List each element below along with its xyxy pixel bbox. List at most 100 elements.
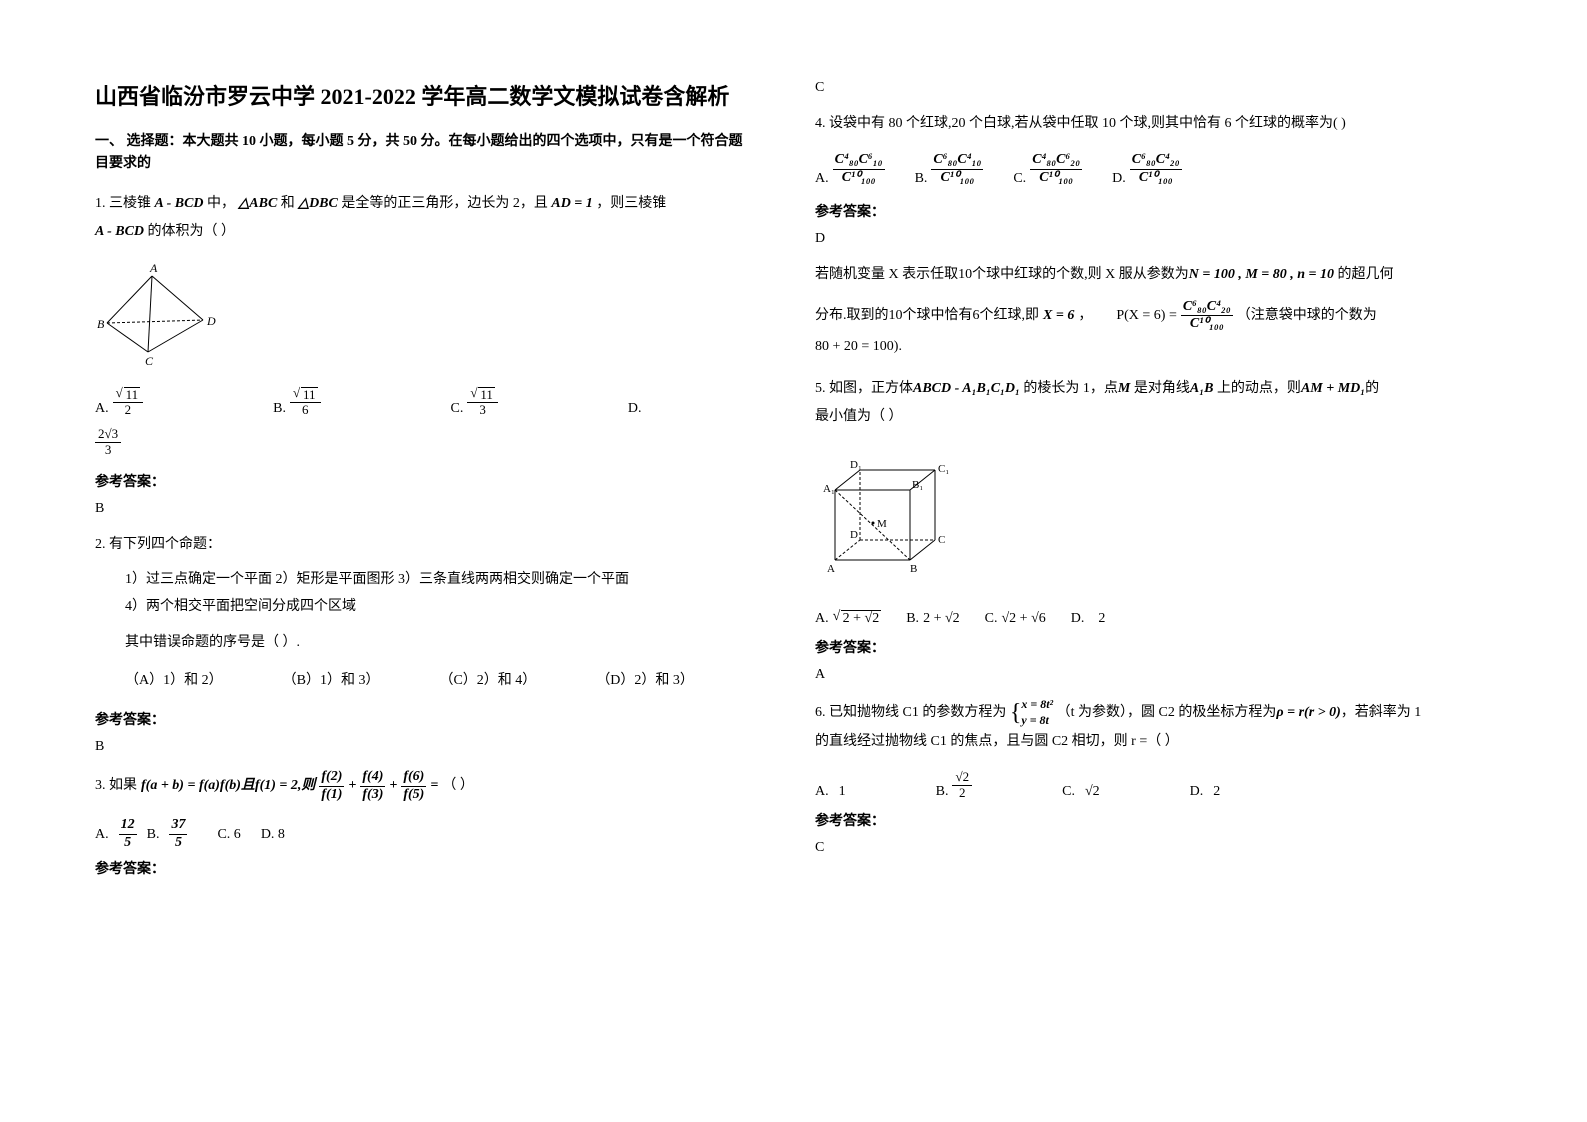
cube-m: M bbox=[877, 518, 887, 530]
q1-opt-a-den: 2 bbox=[122, 403, 135, 417]
q1-answer-label: 参考答案： bbox=[95, 471, 755, 491]
q4-opt-c-bot: C¹⁰₁₀₀ bbox=[1037, 170, 1075, 187]
q4-opt-d-label: D. bbox=[1112, 171, 1126, 187]
page-title: 山西省临汾市罗云中学 2021-2022 学年高二数学文模拟试卷含解析 bbox=[95, 80, 755, 113]
q3-options: A. 125 B. 375 C. 6 D. 8 bbox=[95, 817, 755, 852]
cube-b: B bbox=[910, 563, 917, 575]
q6-opt-c-label: C. bbox=[1062, 784, 1075, 800]
q3-expr-main: f(a + b) = f(a)f(b)且f(1) = 2,则 bbox=[141, 772, 315, 800]
tetrahedron-svg: A B C D bbox=[95, 260, 225, 370]
q4-opt-b-bot: C¹⁰₁₀₀ bbox=[938, 170, 976, 187]
q3-label: 3. 如果 bbox=[95, 772, 137, 800]
q1-text4: 是全等的正三角形，边长为 2，且 bbox=[341, 196, 548, 211]
q6-answer-label: 参考答案： bbox=[815, 810, 1475, 830]
q4-opt-d: D. C⁶₈₀C⁴₂₀C¹⁰₁₀₀ bbox=[1112, 152, 1182, 187]
q4-exp-p3: （注意袋中球的个数为 bbox=[1237, 302, 1377, 330]
q2-prompt: 其中错误命题的序号是（ ）. bbox=[125, 630, 755, 657]
q3-opt-d: D. 8 bbox=[261, 827, 285, 843]
q1-opt-b: B. 11 6 bbox=[273, 387, 320, 418]
q4-opt-a-bot: C¹⁰₁₀₀ bbox=[840, 170, 878, 187]
q6-opt-d-label: D. bbox=[1190, 784, 1204, 800]
q6-opt-b-num: √2 bbox=[952, 770, 972, 785]
q3-opt-b-num: 37 bbox=[169, 817, 187, 835]
q4-opt-c-top: C⁴₈₀C⁶₂₀ bbox=[1030, 152, 1082, 170]
q1-opt-d-den: 3 bbox=[102, 443, 115, 457]
q4-opt-d-bot: C¹⁰₁₀₀ bbox=[1137, 170, 1175, 187]
q4-opt-a-label: A. bbox=[815, 171, 829, 187]
q5-p3: 是对角线 bbox=[1130, 381, 1190, 396]
section-heading: 一、 选择题：本大题共 10 小题，每小题 5 分，共 50 分。在每小题给出的… bbox=[95, 131, 755, 176]
left-column: 山西省临汾市罗云中学 2021-2022 学年高二数学文模拟试卷含解析 一、 选… bbox=[95, 80, 755, 888]
q1-text1: 1. 三棱锥 bbox=[95, 196, 151, 211]
q6-eq1: x = 8t² bbox=[1021, 697, 1053, 713]
q1-opt-c-label: C. bbox=[451, 401, 464, 417]
q6-opt-a-label: A. bbox=[815, 784, 829, 800]
q6-opt-b-label: B. bbox=[936, 784, 949, 800]
q1-opt-d-num: 2√3 bbox=[95, 427, 121, 442]
q4-exp-p1c: 的超几何 bbox=[1334, 267, 1394, 282]
q4-exp-formula-den: C¹⁰₁₀₀ bbox=[1188, 316, 1226, 333]
q2-opt-b: （B）1）和 3） bbox=[283, 667, 380, 695]
q6-eq2: y = 8t bbox=[1021, 713, 1053, 729]
q2-answer-label: 参考答案： bbox=[95, 709, 755, 729]
q1-opt-a-label: A. bbox=[95, 401, 109, 417]
q6-opt-c-val: √2 bbox=[1085, 784, 1100, 800]
q3-f6: f(6) bbox=[401, 769, 426, 787]
q3-opt-a-num: 12 bbox=[119, 817, 137, 835]
q5-opt-c-label: C. bbox=[985, 611, 998, 627]
q1-options: A. 11 2 B. 11 6 C. 11 3 bbox=[95, 387, 755, 418]
q2-text: 2. 有下列四个命题： bbox=[95, 531, 755, 559]
q5-opt-c: C. √2 + √6 bbox=[985, 611, 1046, 627]
question-4: 4. 设袋中有 80 个红球,20 个白球,若从袋中任取 10 个球,则其中恰有… bbox=[815, 110, 1475, 138]
q2-answer: B bbox=[95, 739, 755, 755]
q6-answer: C bbox=[815, 840, 1475, 856]
q6-opt-b: B. √2 2 bbox=[936, 770, 972, 800]
cube-a: A bbox=[827, 563, 835, 575]
q3-f4: f(4) bbox=[360, 769, 385, 787]
q3-f2: f(2) bbox=[319, 769, 344, 787]
cube-d1: D₁ bbox=[850, 459, 862, 471]
q4-opt-b-top: C⁶₈₀C⁴₁₀ bbox=[931, 152, 983, 170]
q5-opt-d: D. 2 bbox=[1071, 611, 1106, 627]
q2-item1: 1）过三点确定一个平面 2）矩形是平面图形 3）三条直线两两相交则确定一个平面 bbox=[125, 567, 755, 594]
cube-c1: C₁ bbox=[938, 463, 949, 475]
q1-text6: 的体积为（ ） bbox=[148, 224, 236, 239]
q3-f3: f(3) bbox=[360, 787, 385, 804]
q5-p6: 最小值为（ ） bbox=[815, 403, 1475, 431]
tetrahedron-figure: A B C D bbox=[95, 260, 755, 375]
tet-label-a: A bbox=[149, 261, 158, 275]
question-3: 3. 如果 f(a + b) = f(a)f(b)且f(1) = 2,则 f(2… bbox=[95, 769, 755, 804]
q5-expr4: AM + MD₁ bbox=[1301, 381, 1365, 396]
q4-opt-c: C. C⁴₈₀C⁶₂₀C¹⁰₁₀₀ bbox=[1013, 152, 1082, 187]
q5-opt-a: A. 2 + √2 bbox=[815, 610, 881, 627]
q5-p5: 的 bbox=[1365, 381, 1379, 396]
q5-p2: 的棱长为 1，点 bbox=[1020, 381, 1118, 396]
q1-opt-b-label: B. bbox=[273, 401, 286, 417]
q6-opt-d-val: 2 bbox=[1213, 784, 1220, 800]
q6-p4: 的直线经过抛物线 C1 的焦点，且与圆 C2 相切，则 r =（ ） bbox=[815, 728, 1475, 756]
q5-opt-c-val: √2 + √6 bbox=[1002, 611, 1046, 627]
q5-opt-b-label: B. bbox=[906, 611, 919, 627]
q1-expr4: AD = 1 bbox=[551, 196, 592, 211]
q4-exp-p2a: 分布.取到的10个球中恰有6个红球,即 bbox=[815, 302, 1039, 330]
q2-opt-d: （D）2）和 3） bbox=[596, 667, 694, 695]
q1-expr2: △ABC bbox=[239, 196, 278, 211]
q1-opt-b-den: 6 bbox=[299, 403, 312, 417]
q5-p1: 5. 如图，正方体 bbox=[815, 381, 913, 396]
q1-text5: ，则三棱锥 bbox=[596, 196, 666, 211]
q4-opt-a: A. C⁴₈₀C⁶₁₀C¹⁰₁₀₀ bbox=[815, 152, 885, 187]
q2-item2: 4）两个相交平面把空间分成四个区域 bbox=[125, 594, 755, 621]
q6-expr1: ρ = r(r > 0) bbox=[1276, 705, 1340, 720]
q3-opt-c: C. 6 bbox=[217, 827, 240, 843]
q5-expr2: M bbox=[1118, 381, 1130, 396]
q6-p3: ，若斜率为 1 bbox=[1341, 705, 1422, 720]
q5-expr1: ABCD - A₁B₁C₁D₁ bbox=[913, 381, 1020, 396]
q3-opt-a-label: A. bbox=[95, 827, 109, 843]
q4-exp-p2c: ， bbox=[1078, 302, 1092, 330]
q3-opt-a-den: 5 bbox=[122, 835, 133, 852]
q3-opt-b-den: 5 bbox=[173, 835, 184, 852]
q1-opt-d-frac: 2√3 3 bbox=[95, 427, 121, 457]
q1-opt-d: D. bbox=[628, 401, 642, 417]
q6-opt-c: C. √2 bbox=[1062, 784, 1100, 800]
cube-d: D bbox=[850, 529, 858, 541]
